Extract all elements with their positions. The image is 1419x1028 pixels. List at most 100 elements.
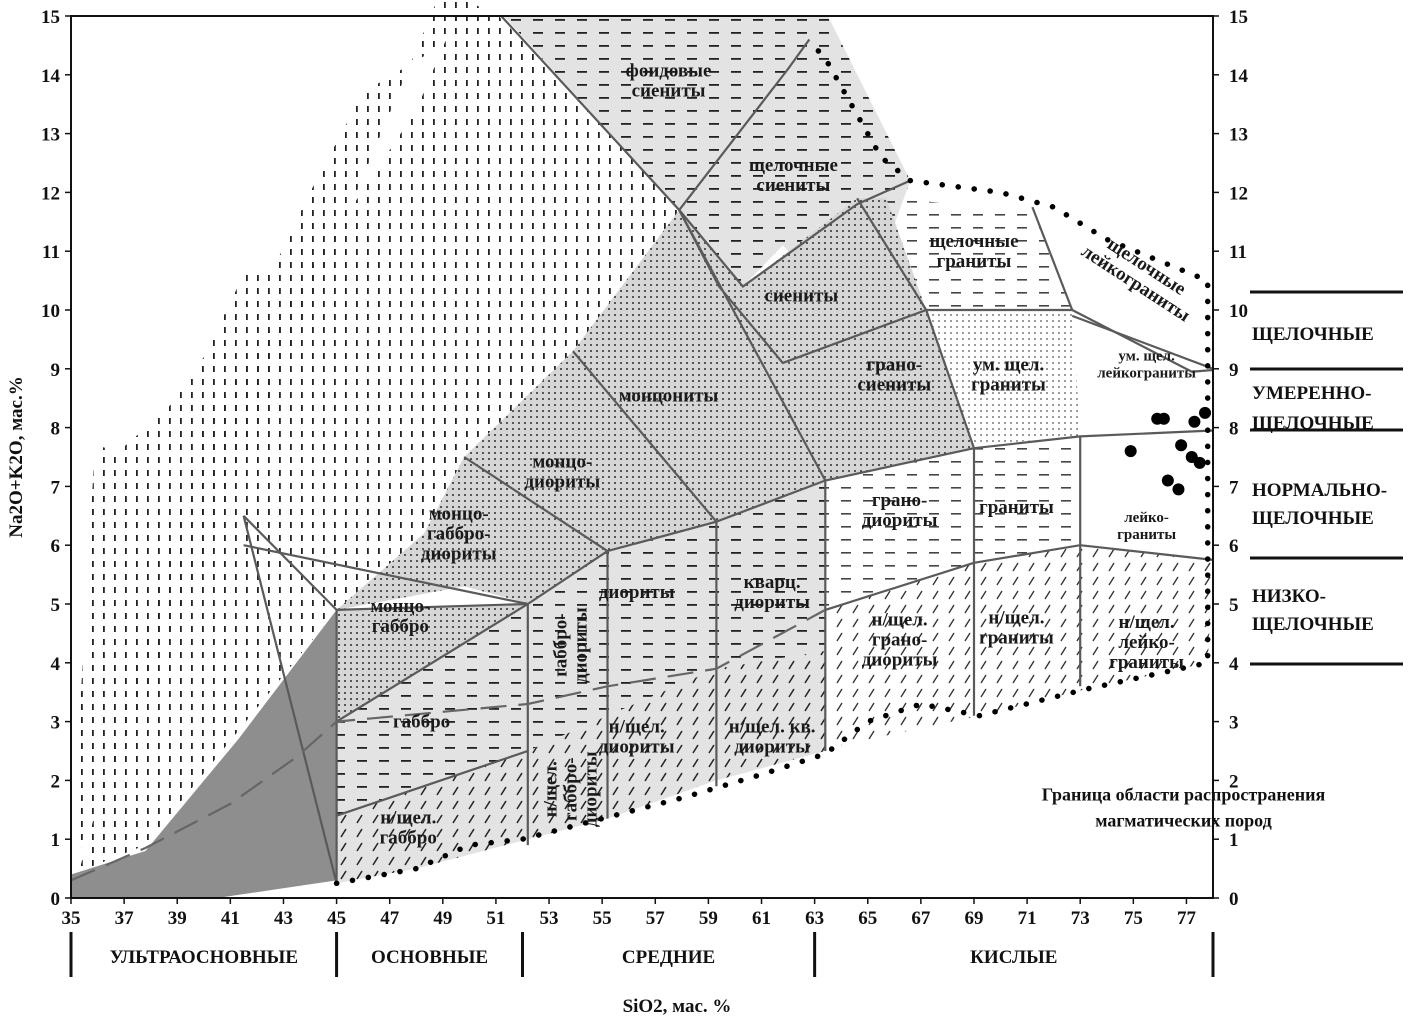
y-tick-label-right: 14: [1229, 66, 1249, 87]
field-label-line: граниты: [1117, 527, 1176, 543]
field-label-line: фоидовые: [626, 61, 712, 82]
field-label: габбро: [393, 712, 450, 733]
y-tick-label-left: 1: [51, 830, 61, 851]
y-tick-label-left: 12: [41, 183, 60, 204]
y-tick-label-right: 5: [1229, 595, 1239, 616]
sample-point: [1124, 445, 1137, 458]
field-label-line: ум. щел.: [1118, 348, 1175, 364]
field-label-line: н/щел.: [609, 716, 665, 737]
y-tick-label-left: 9: [51, 360, 61, 381]
y-tick-label-left: 0: [51, 889, 61, 910]
boundary-line-15: [500, 15, 811, 212]
foidite-region: [79, 16, 682, 872]
ultrabasic-dashed-region: [71, 0, 523, 872]
boundary-annotation-line: магматических пород: [1095, 811, 1272, 831]
acidity-class-label: КИСЛЫЕ: [970, 947, 1057, 968]
field-label-line: граниты: [979, 628, 1054, 649]
field-label-line: кварц.: [744, 572, 801, 593]
field-label-line: н/щел.: [872, 609, 928, 630]
field-label-line: габбро: [372, 616, 429, 637]
sample-point: [1199, 406, 1212, 419]
y-tick-label-left: 13: [41, 125, 60, 146]
x-tick-label: 53: [540, 908, 559, 929]
boundary-line-1: [336, 603, 529, 723]
granite-region: [974, 436, 1081, 563]
x-tick-label: 35: [62, 908, 81, 929]
alkalinity-class-label: УМЕРЕННО-: [1252, 383, 1372, 404]
field-label-line: диориты: [421, 543, 497, 564]
x-tick-label: 65: [858, 908, 877, 929]
alkalinity-class-label: НИЗКО-: [1252, 586, 1326, 607]
field-label-line: щелочные: [749, 155, 838, 176]
y-tick-label-left: 10: [41, 301, 60, 322]
x-tick-label: 51: [486, 908, 505, 929]
boundary-annotation: Граница области распространения магматиче…: [1042, 785, 1326, 831]
x-tick-label: 43: [274, 908, 293, 929]
alkalinity-class-label: ЩЕЛОЧНЫЕ: [1252, 614, 1374, 635]
boundary-line-23: [1071, 314, 1214, 370]
field-label-line: диориты: [524, 472, 600, 493]
field-label-line: диориты: [862, 649, 938, 670]
field-label-line: грано-: [867, 355, 922, 376]
field-label-line: лейко-: [1124, 510, 1169, 526]
boundary-line-2: [336, 749, 529, 817]
field-label-line: сиениты: [756, 175, 830, 196]
ultrabasic-dark-region: [71, 609, 337, 898]
y-tick-label-right: 0: [1229, 889, 1239, 910]
y-axis-title: Na2O+K2O, мас.%: [6, 376, 27, 537]
y-tick-label-right: 8: [1229, 419, 1239, 440]
field-boundaries: [70, 15, 1214, 887]
y-tick-label-right: 3: [1229, 713, 1239, 734]
field-label: н/щел. граниты: [979, 608, 1054, 649]
y-tick-label-right: 11: [1229, 242, 1247, 263]
boundary-line-9: [607, 429, 1214, 553]
low-alkali-gabbro-diorite-region: [527, 715, 608, 840]
y-tick-label-left: 15: [41, 7, 60, 28]
y-tick-label-left: 4: [51, 654, 61, 675]
sample-point: [1175, 439, 1188, 452]
field-label: грано-сиениты: [857, 355, 931, 396]
x-tick-label: 73: [1071, 908, 1090, 929]
field-label-line: ум. щел.: [973, 355, 1045, 376]
x-tick-label: 71: [1018, 908, 1037, 929]
low-alkali-gabbro-region: [336, 751, 528, 884]
igneous-boundary-dotted: [333, 36, 1211, 887]
sample-point: [1172, 483, 1185, 496]
x-tick-label: 75: [1124, 908, 1143, 929]
y-tick-label-left: 6: [51, 536, 61, 557]
field-label: фоидовые сиениты: [626, 61, 712, 102]
boundary-line-18: [856, 197, 976, 449]
field-label: габбро-диориты: [550, 607, 591, 683]
class-bands: УЛЬТРАОСНОВНЫЕ ОСНОВНЫЕ СРЕДНИЕ КИСЛЫЕ ЩЕЛОЧ…: [69, 290, 1403, 977]
field-label: щелочныелейкограниты: [1077, 224, 1204, 327]
y-tick-label-left: 14: [41, 66, 61, 87]
field-label-line: габбро-: [550, 613, 571, 677]
acidity-class-label: УЛЬТРАОСНОВНЫЕ: [110, 947, 298, 968]
field-label-line: диориты: [599, 736, 675, 757]
field-label-line: габбро-: [560, 757, 581, 821]
field-label-line: н/щел. кв.: [729, 716, 816, 737]
field-label-line: монцо-: [429, 503, 489, 524]
field-label: монцониты: [619, 385, 719, 406]
sample-point: [1157, 412, 1170, 425]
field-label: монцо-диориты: [524, 452, 600, 493]
acidity-class-label: СРЕДНИЕ: [622, 947, 715, 968]
sample-point: [1188, 415, 1201, 428]
field-label: н/щел. кв. диориты: [729, 716, 816, 757]
x-tick-label: 59: [699, 908, 718, 929]
gabbro-region: [336, 604, 528, 816]
y-tick-label-right: 1: [1229, 830, 1239, 851]
granosyenite-region: [782, 310, 974, 481]
boundary-line-4: [242, 515, 338, 611]
plot-frame: [70, 15, 1214, 899]
field-label-line: граниты: [937, 251, 1012, 272]
field-label: монцо-габбро-диориты: [421, 503, 497, 564]
x-tick-label: 47: [380, 908, 400, 929]
field-label-line: н/щел.: [1119, 612, 1175, 633]
field-label-line: н/щел.: [380, 807, 436, 828]
field-label-line: монцо-: [370, 596, 430, 617]
y-tick-label-right: 6: [1229, 536, 1239, 557]
x-tick-label: 39: [168, 908, 187, 929]
field-label-line: монцо-: [532, 452, 592, 473]
